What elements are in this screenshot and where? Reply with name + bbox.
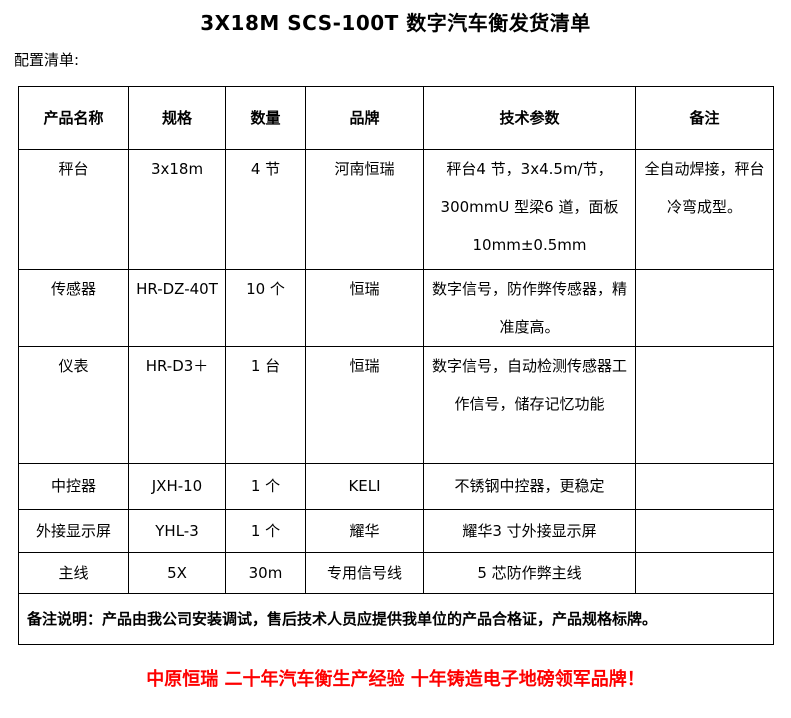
header-text: 技术参数	[499, 109, 560, 127]
cell-remark	[635, 346, 774, 464]
header-cell-spec: 规格	[128, 86, 226, 150]
cell-text: KELI	[348, 477, 381, 495]
cell-text: 10 个	[246, 280, 285, 298]
cell-text: 1 个	[250, 522, 281, 540]
cell-tech-params: 耀华3 寸外接显示屏	[423, 509, 636, 553]
subtitle-label: 配置清单:	[14, 51, 80, 69]
cell-spec: YHL-3	[128, 509, 226, 553]
cell-brand: 恒瑞	[305, 269, 424, 347]
header-text: 数量	[250, 109, 281, 127]
cell-text: 数字信号，自动检测传感器工作信号，储存记忆功能	[431, 357, 627, 413]
cell-text: 传感器	[50, 280, 96, 298]
cell-text: 秤台	[58, 160, 89, 178]
cell-text: 数字信号，防作弊传感器，精准度高。	[431, 280, 627, 336]
cell-spec: 5X	[128, 552, 226, 594]
cell-quantity: 10 个	[225, 269, 306, 347]
cell-remark	[635, 509, 774, 553]
cell-remark	[635, 552, 774, 594]
header-text: 产品名称	[43, 109, 104, 127]
cell-spec: HR-D3＋	[128, 346, 226, 464]
table-row: 外接显示屏 YHL-3 1 个 耀华 耀华3 寸外接显示屏	[18, 509, 774, 553]
header-text: 品牌	[349, 109, 380, 127]
cell-text: 外接显示屏	[35, 522, 111, 540]
cell-text: 30m	[248, 564, 283, 582]
cell-text: 耀华3 寸外接显示屏	[462, 522, 597, 540]
cell-text: 中控器	[50, 477, 96, 495]
cell-tech-params: 数字信号，自动检测传感器工作信号，储存记忆功能	[423, 346, 636, 464]
cell-product-name: 仪表	[18, 346, 129, 464]
cell-quantity: 30m	[225, 552, 306, 594]
cell-text: 专用信号线	[326, 564, 402, 582]
cell-quantity: 1 个	[225, 463, 306, 510]
cell-remark	[635, 463, 774, 510]
cell-tech-params: 5 芯防作弊主线	[423, 552, 636, 594]
cell-spec: HR-DZ-40T	[128, 269, 226, 347]
header-cell-quantity: 数量	[225, 86, 306, 150]
cell-text: 3x18m	[150, 160, 204, 178]
header-cell-remark: 备注	[635, 86, 774, 150]
cell-text: 5 芯防作弊主线	[477, 564, 582, 582]
table-row: 仪表 HR-D3＋ 1 台 恒瑞 数字信号，自动检测传感器工作信号，储存记忆功能	[18, 346, 774, 464]
specification-table: 产品名称 规格 数量 品牌 技术参数 备注 秤台 3x18m 4 节 河南恒瑞 …	[18, 86, 774, 645]
header-text: 备注	[689, 109, 720, 127]
header-cell-brand: 品牌	[305, 86, 424, 150]
cell-text: 耀华	[349, 522, 380, 540]
footer-slogan: 中原恒瑞 二十年汽车衡生产经验 十年铸造电子地磅领军品牌！	[146, 669, 645, 690]
cell-text: HR-D3＋	[145, 357, 209, 375]
cell-quantity: 4 节	[225, 149, 306, 270]
cell-remark	[635, 269, 774, 347]
cell-text: 1 个	[250, 477, 281, 495]
table-note-row: 备注说明：产品由我公司安装调试，售后技术人员应提供我单位的产品合格证，产品规格标…	[18, 593, 774, 645]
cell-quantity: 1 个	[225, 509, 306, 553]
cell-text: 恒瑞	[349, 280, 380, 298]
cell-spec: JXH-10	[128, 463, 226, 510]
cell-text: 1 台	[250, 357, 281, 375]
cell-product-name: 外接显示屏	[18, 509, 129, 553]
cell-product-name: 传感器	[18, 269, 129, 347]
cell-remark: 全自动焊接，秤台冷弯成型。	[635, 149, 774, 270]
cell-text: HR-DZ-40T	[136, 280, 218, 298]
header-text: 规格	[161, 109, 192, 127]
header-cell-tech-params: 技术参数	[423, 86, 636, 150]
cell-tech-params: 不锈钢中控器，更稳定	[423, 463, 636, 510]
cell-text: 不锈钢中控器，更稳定	[454, 477, 605, 495]
cell-product-name: 主线	[18, 552, 129, 594]
cell-tech-params: 秤台4 节，3x4.5m/节，300mmU 型梁6 道，面板10mm±0.5mm	[423, 149, 636, 270]
cell-text: 全自动焊接，秤台冷弯成型。	[644, 160, 765, 216]
cell-product-name: 中控器	[18, 463, 129, 510]
cell-text: 仪表	[58, 357, 89, 375]
cell-text: 5X	[167, 564, 187, 582]
cell-text: 河南恒瑞	[334, 160, 395, 178]
cell-note: 备注说明：产品由我公司安装调试，售后技术人员应提供我单位的产品合格证，产品规格标…	[18, 593, 774, 645]
page-title: 3X18M SCS-100T 数字汽车衡发货清单	[200, 11, 591, 35]
table-header-row: 产品名称 规格 数量 品牌 技术参数 备注	[18, 86, 774, 150]
cell-text: 恒瑞	[349, 357, 380, 375]
cell-brand: 专用信号线	[305, 552, 424, 594]
spec-table-container: 产品名称 规格 数量 品牌 技术参数 备注 秤台 3x18m 4 节 河南恒瑞 …	[18, 86, 774, 645]
cell-tech-params: 数字信号，防作弊传感器，精准度高。	[423, 269, 636, 347]
table-row: 中控器 JXH-10 1 个 KELI 不锈钢中控器，更稳定	[18, 463, 774, 510]
cell-brand: 河南恒瑞	[305, 149, 424, 270]
cell-brand: 恒瑞	[305, 346, 424, 464]
table-row: 传感器 HR-DZ-40T 10 个 恒瑞 数字信号，防作弊传感器，精准度高。	[18, 269, 774, 347]
cell-spec: 3x18m	[128, 149, 226, 270]
cell-text: 秤台4 节，3x4.5m/节，300mmU 型梁6 道，面板10mm±0.5mm	[440, 160, 619, 254]
cell-text: JXH-10	[151, 477, 203, 495]
table-row: 秤台 3x18m 4 节 河南恒瑞 秤台4 节，3x4.5m/节，300mmU …	[18, 149, 774, 270]
cell-text: 主线	[58, 564, 89, 582]
cell-product-name: 秤台	[18, 149, 129, 270]
header-cell-product-name: 产品名称	[18, 86, 129, 150]
cell-quantity: 1 台	[225, 346, 306, 464]
cell-brand: KELI	[305, 463, 424, 510]
cell-brand: 耀华	[305, 509, 424, 553]
cell-text: 4 节	[250, 160, 281, 178]
table-row: 主线 5X 30m 专用信号线 5 芯防作弊主线	[18, 552, 774, 594]
cell-text: YHL-3	[155, 522, 199, 540]
note-text: 备注说明：产品由我公司安装调试，售后技术人员应提供我单位的产品合格证，产品规格标…	[27, 610, 658, 628]
